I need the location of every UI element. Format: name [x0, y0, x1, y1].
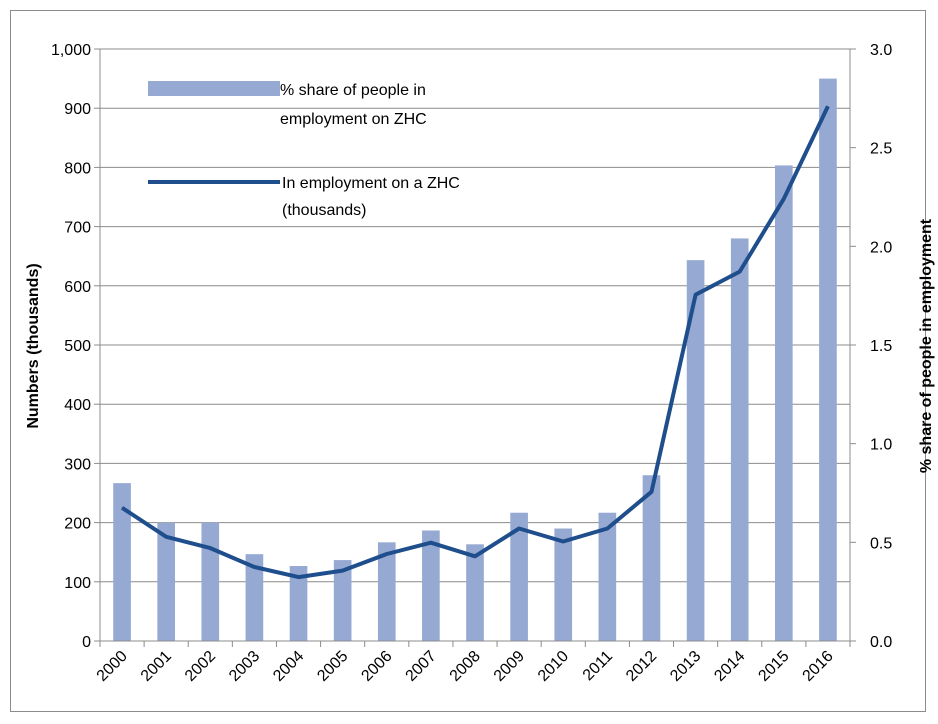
bar-2013	[686, 260, 705, 641]
line-point-2002	[209, 547, 211, 549]
x-tick-label: 2016	[800, 648, 837, 685]
left-tick-label: 200	[64, 516, 91, 533]
left-tick-label: 0	[82, 634, 91, 651]
x-tick-label: 2006	[358, 648, 395, 685]
x-tick-label: 2000	[94, 648, 131, 685]
x-tick-label: 2015	[755, 648, 792, 685]
bar-2010	[554, 528, 573, 641]
right-axis-ticks: 0.0 0.5 1.0 1.5 2.0 2.5 3.0	[850, 42, 892, 651]
line-point-2014	[739, 271, 741, 273]
x-tick-label: 2005	[314, 648, 351, 685]
line-point-2010	[562, 541, 564, 543]
left-tick-label: 700	[64, 220, 91, 237]
bar-2008	[466, 544, 484, 641]
x-tick-label: 2002	[182, 648, 219, 685]
line-point-2011	[606, 528, 608, 530]
left-tick-label: 300	[64, 456, 91, 473]
x-tick-label: 2014	[711, 648, 748, 685]
bar-2015	[775, 165, 793, 641]
line-point-2007	[430, 542, 432, 544]
line-point-2006	[386, 553, 388, 555]
left-tick-label: 800	[64, 160, 91, 177]
line-point-2013	[695, 294, 697, 296]
x-tick-label: 2013	[667, 648, 704, 685]
right-tick-label: 2.0	[870, 239, 892, 256]
gridlines	[100, 48, 850, 583]
right-axis-title: % share of people in employment	[918, 218, 935, 473]
x-tick-label: 2012	[623, 648, 660, 685]
x-tick-label: 2011	[580, 648, 616, 684]
legend-line-label-line2: (thousands)	[282, 202, 367, 219]
legend-bar-label-line1: % share of people in	[280, 82, 426, 99]
x-tick-label: 2007	[403, 648, 440, 685]
line-point-2008	[474, 555, 476, 557]
left-axis-ticks: 0 100 200 300 400 500 600 700 800 900 1,000	[51, 42, 100, 651]
left-tick-label: 500	[64, 338, 91, 355]
bar-2000	[113, 483, 131, 641]
left-tick-label: 400	[64, 397, 91, 414]
left-tick-label: 1,000	[51, 42, 91, 59]
line-employment-zhc	[121, 105, 830, 580]
right-tick-label: 1.5	[870, 338, 892, 355]
bar-2006	[377, 542, 396, 641]
legend-bar-swatch	[148, 81, 280, 96]
bar-series	[113, 78, 837, 642]
x-axis-ticks: 2000 2001 2002 2003 2004 2005 2006 2007 2008 2009…	[94, 641, 851, 685]
line-point-2012	[650, 491, 652, 493]
right-tick-label: 2.5	[870, 141, 892, 158]
line-point-2009	[518, 528, 520, 530]
right-tick-label: 1.0	[870, 437, 892, 454]
bar-2003	[245, 554, 264, 641]
line-point-2005	[342, 570, 344, 572]
legend-line-label-line1: In employment on a ZHC	[282, 175, 460, 192]
bar-2016	[819, 78, 837, 642]
line-point-2000	[121, 507, 123, 509]
left-axis-title: Numbers (thousands)	[25, 263, 42, 428]
x-tick-label: 2008	[447, 648, 484, 685]
right-tick-label: 3.0	[870, 42, 892, 59]
line-point-2004	[298, 576, 300, 578]
x-tick-label: 2003	[226, 648, 263, 685]
x-tick-label: 2004	[270, 648, 307, 685]
right-tick-label: 0.5	[870, 535, 892, 552]
left-tick-label: 600	[64, 279, 91, 296]
bar-2007	[422, 530, 440, 641]
x-tick-label: 2001	[138, 648, 175, 685]
line-point-2001	[165, 536, 167, 538]
x-tick-label: 2010	[535, 648, 572, 685]
bar-2011	[598, 512, 617, 641]
bar-2009	[510, 512, 528, 641]
bar-2005	[333, 560, 352, 641]
bar-2004	[289, 566, 308, 641]
bar-2014	[730, 238, 749, 641]
right-tick-label: 0.0	[870, 634, 892, 651]
line-series	[121, 105, 830, 580]
line-point-2015	[783, 198, 785, 200]
x-tick-label: 2009	[491, 648, 528, 685]
line-point-2003	[253, 566, 255, 568]
line-point-2016	[827, 105, 829, 107]
bar-2002	[201, 522, 220, 641]
bar-2001	[157, 522, 175, 641]
bar-2012	[642, 475, 661, 641]
left-tick-label: 100	[64, 575, 91, 592]
legend: % share of people in employment on ZHC I…	[148, 81, 460, 219]
left-tick-label: 900	[64, 101, 91, 118]
legend-bar-label-line2: employment on ZHC	[280, 111, 427, 128]
